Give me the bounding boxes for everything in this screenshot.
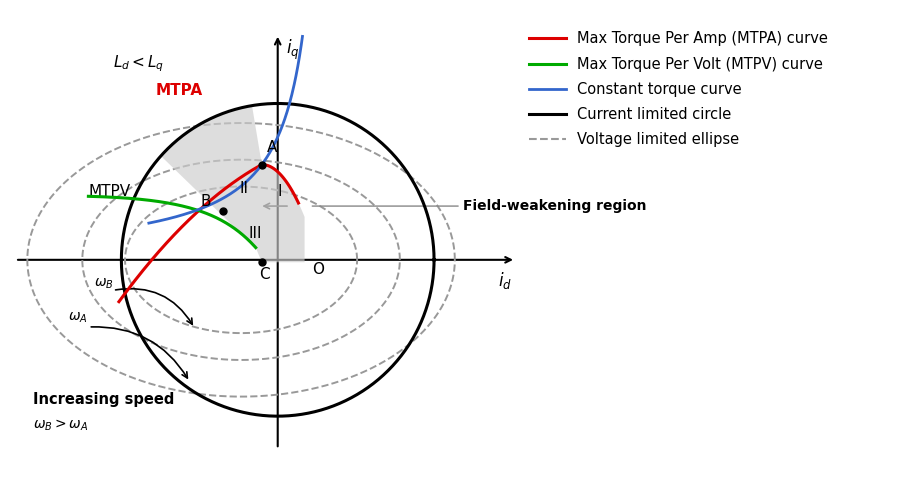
Text: III: III [249, 226, 263, 241]
Polygon shape [161, 106, 304, 262]
Text: O: O [312, 262, 324, 277]
Text: MTPA: MTPA [156, 83, 202, 98]
Text: C: C [259, 268, 270, 283]
Text: $\omega_B > \omega_A$: $\omega_B > \omega_A$ [33, 417, 89, 433]
Text: $i_q$: $i_q$ [286, 38, 300, 62]
Text: $\omega_A$: $\omega_A$ [68, 311, 87, 325]
Text: Increasing speed: Increasing speed [33, 392, 175, 407]
Text: $\omega_B$: $\omega_B$ [94, 277, 114, 291]
Text: Field-weakening region: Field-weakening region [464, 199, 647, 213]
Text: B: B [200, 194, 211, 209]
Text: $L_d < L_q$: $L_d < L_q$ [112, 53, 164, 73]
Legend: Max Torque Per Amp (MTPA) curve, Max Torque Per Volt (MTPV) curve, Constant torq: Max Torque Per Amp (MTPA) curve, Max Tor… [529, 31, 828, 147]
Text: $i_d$: $i_d$ [499, 270, 512, 291]
Text: I: I [278, 185, 283, 199]
Text: A: A [266, 141, 277, 156]
Text: MTPV: MTPV [88, 185, 130, 199]
Text: II: II [239, 181, 248, 196]
